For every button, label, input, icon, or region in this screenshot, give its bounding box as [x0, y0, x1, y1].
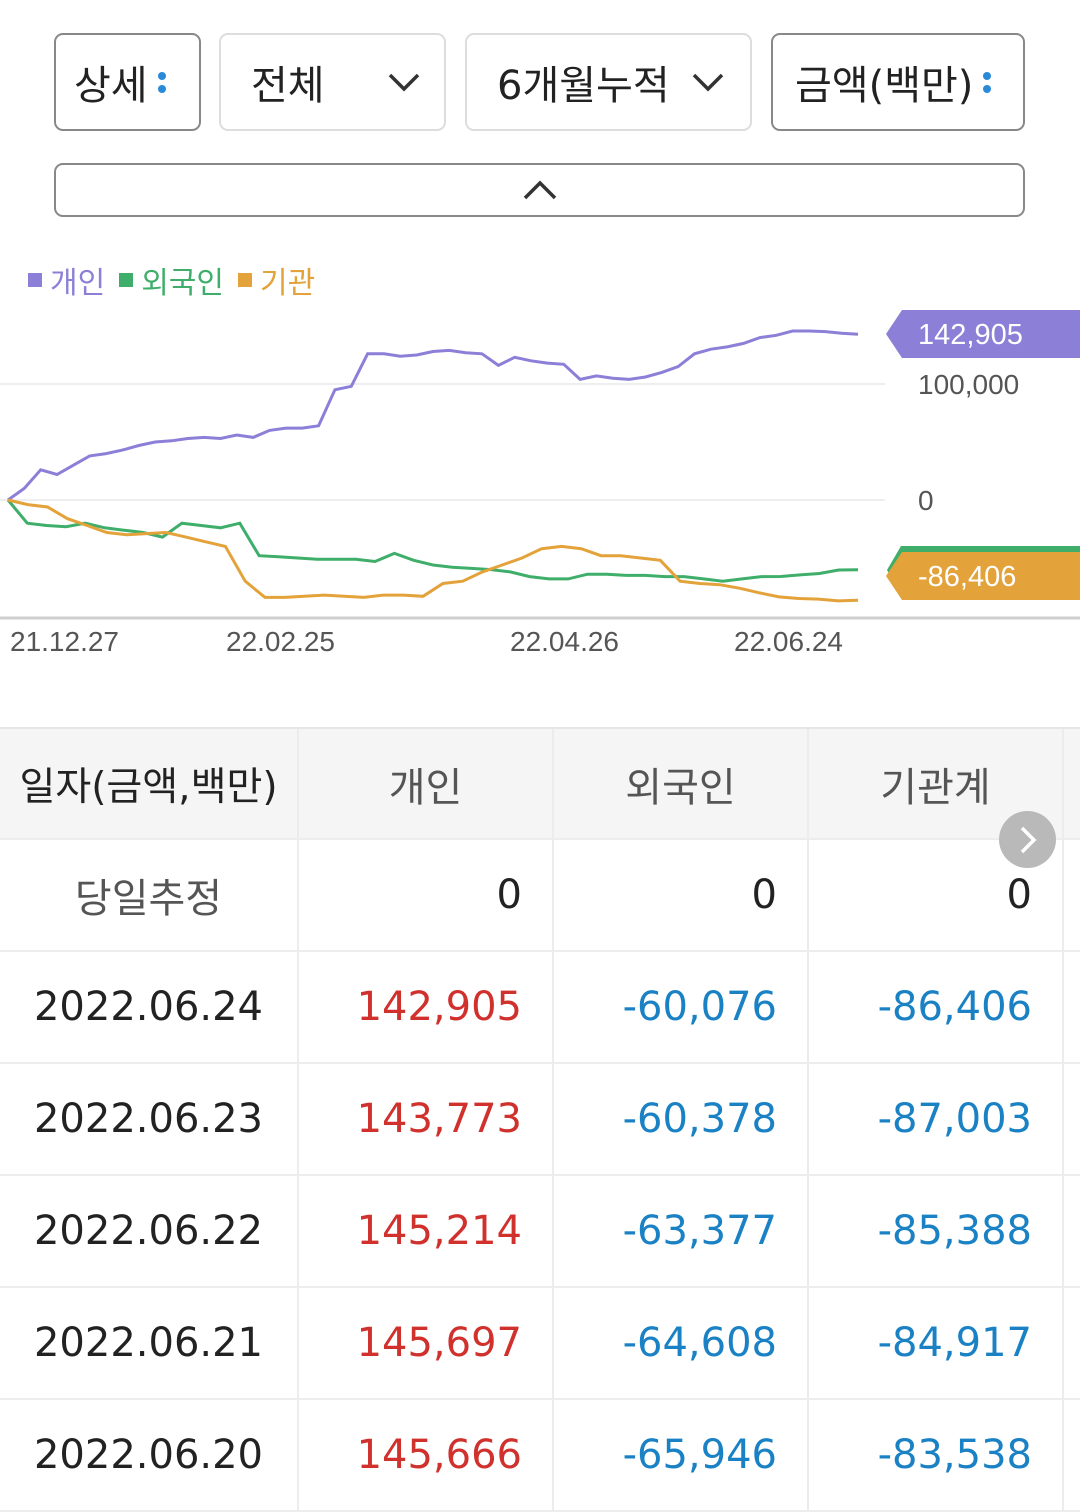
- row-foreign: -60,378: [554, 1064, 809, 1174]
- x-tick-label: 22.02.25: [226, 626, 335, 657]
- legend-label: 기관: [260, 266, 316, 301]
- row-foreign: -63,377: [554, 1176, 809, 1286]
- header-overflow: [1064, 729, 1080, 838]
- legend-label: 개인: [50, 266, 106, 301]
- header-foreign: 외국인: [554, 729, 809, 838]
- estimate-label: 당일추정: [0, 840, 299, 950]
- row-institution: -85,388: [809, 1176, 1064, 1286]
- table-row: 2022.06.23 143,773 -60,378 -87,003: [0, 1064, 1080, 1176]
- header-individual: 개인: [299, 729, 554, 838]
- row-individual: 145,697: [299, 1288, 554, 1398]
- legend-swatch: [238, 273, 253, 287]
- row-foreign: -64,608: [554, 1288, 809, 1398]
- row-individual: 145,666: [299, 1400, 554, 1510]
- row-institution: -87,003: [809, 1064, 1064, 1174]
- chevron-right-icon: [1020, 826, 1036, 853]
- legend-label: 외국인: [141, 266, 225, 301]
- institution-last-value: -86,406: [918, 561, 1016, 593]
- legend-item-institution: 기관: [238, 258, 315, 302]
- scroll-right-button[interactable]: [999, 811, 1056, 868]
- collapse-filters-button[interactable]: [54, 163, 1025, 217]
- individual-last-value: 142,905: [918, 319, 1023, 351]
- row-overflow: [1064, 840, 1080, 950]
- estimate-foreign: 0: [554, 840, 809, 950]
- legend-item-foreign: 외국인: [119, 258, 224, 302]
- table-row: 2022.06.24 142,905 -60,076 -86,406: [0, 952, 1080, 1064]
- scope-select[interactable]: 전체: [219, 33, 446, 131]
- row-overflow: [1064, 952, 1080, 1062]
- chevron-down-icon: [388, 73, 420, 92]
- row-overflow: [1064, 1176, 1080, 1286]
- row-date: 2022.06.20: [0, 1400, 299, 1510]
- row-individual: 142,905: [299, 952, 554, 1062]
- legend-swatch: [28, 273, 42, 287]
- table-row-estimate: 당일추정 0 0 0: [0, 840, 1080, 952]
- header-date: 일자(금액,백만): [0, 729, 299, 838]
- detail-select[interactable]: 상세: [54, 33, 201, 131]
- investor-trend-chart: 100,000 0 142,905 -86,406 21.12.27 22.02…: [0, 310, 1080, 657]
- more-dots-icon: [157, 67, 166, 98]
- table-row: 2022.06.21 145,697 -64,608 -84,917: [0, 1288, 1080, 1400]
- row-institution: -83,538: [809, 1400, 1064, 1510]
- table-header-row: 일자(금액,백만) 개인 외국인 기관계: [0, 727, 1080, 840]
- row-overflow: [1064, 1064, 1080, 1174]
- investor-table: 일자(금액,백만) 개인 외국인 기관계 당일추정 0 0 0 2022.06.…: [0, 727, 1080, 1512]
- header-institution: 기관계: [809, 729, 1064, 838]
- x-tick-label: 22.04.26: [510, 626, 619, 657]
- legend-item-individual: 개인: [28, 258, 105, 302]
- estimate-institution: 0: [809, 840, 1064, 950]
- unit-select[interactable]: 금액(백만): [771, 33, 1025, 131]
- table-row: 2022.06.20 145,666 -65,946 -83,538: [0, 1400, 1080, 1512]
- row-foreign: -65,946: [554, 1400, 809, 1510]
- y-tick-label: 100,000: [918, 369, 1019, 400]
- row-foreign: -60,076: [554, 952, 809, 1062]
- chart-legend: 개인 외국인 기관: [28, 258, 315, 302]
- row-date: 2022.06.21: [0, 1288, 299, 1398]
- chevron-down-icon: [692, 73, 724, 92]
- row-overflow: [1064, 1400, 1080, 1510]
- individual-value-tag: 142,905: [886, 310, 1080, 358]
- row-individual: 143,773: [299, 1064, 554, 1174]
- row-date: 2022.06.22: [0, 1176, 299, 1286]
- row-date: 2022.06.24: [0, 952, 299, 1062]
- chevron-up-icon: [523, 180, 556, 200]
- period-select[interactable]: 6개월누적: [465, 33, 752, 131]
- series-line-individual: [7, 329, 859, 502]
- estimate-individual: 0: [299, 840, 554, 950]
- x-tick-label: 22.06.24: [734, 626, 843, 657]
- table-row: 2022.06.22 145,214 -63,377 -85,388: [0, 1176, 1080, 1288]
- row-date: 2022.06.23: [0, 1064, 299, 1174]
- detail-select-label: 상세: [74, 63, 148, 109]
- row-overflow: [1064, 1288, 1080, 1398]
- row-individual: 145,214: [299, 1176, 554, 1286]
- period-select-label: 6개월누적: [497, 63, 670, 109]
- x-tick-label: 21.12.27: [10, 626, 119, 657]
- institution-value-tag: -86,406: [886, 552, 1080, 600]
- legend-swatch: [119, 273, 134, 287]
- scope-select-label: 전체: [251, 63, 325, 109]
- row-institution: -84,917: [809, 1288, 1064, 1398]
- row-institution: -86,406: [809, 952, 1064, 1062]
- series-line-institution: [7, 498, 859, 603]
- series-line-foreign: [6, 499, 859, 583]
- y-tick-label: 0: [918, 485, 934, 516]
- unit-select-label: 금액(백만): [795, 63, 974, 109]
- more-dots-icon: [983, 67, 992, 98]
